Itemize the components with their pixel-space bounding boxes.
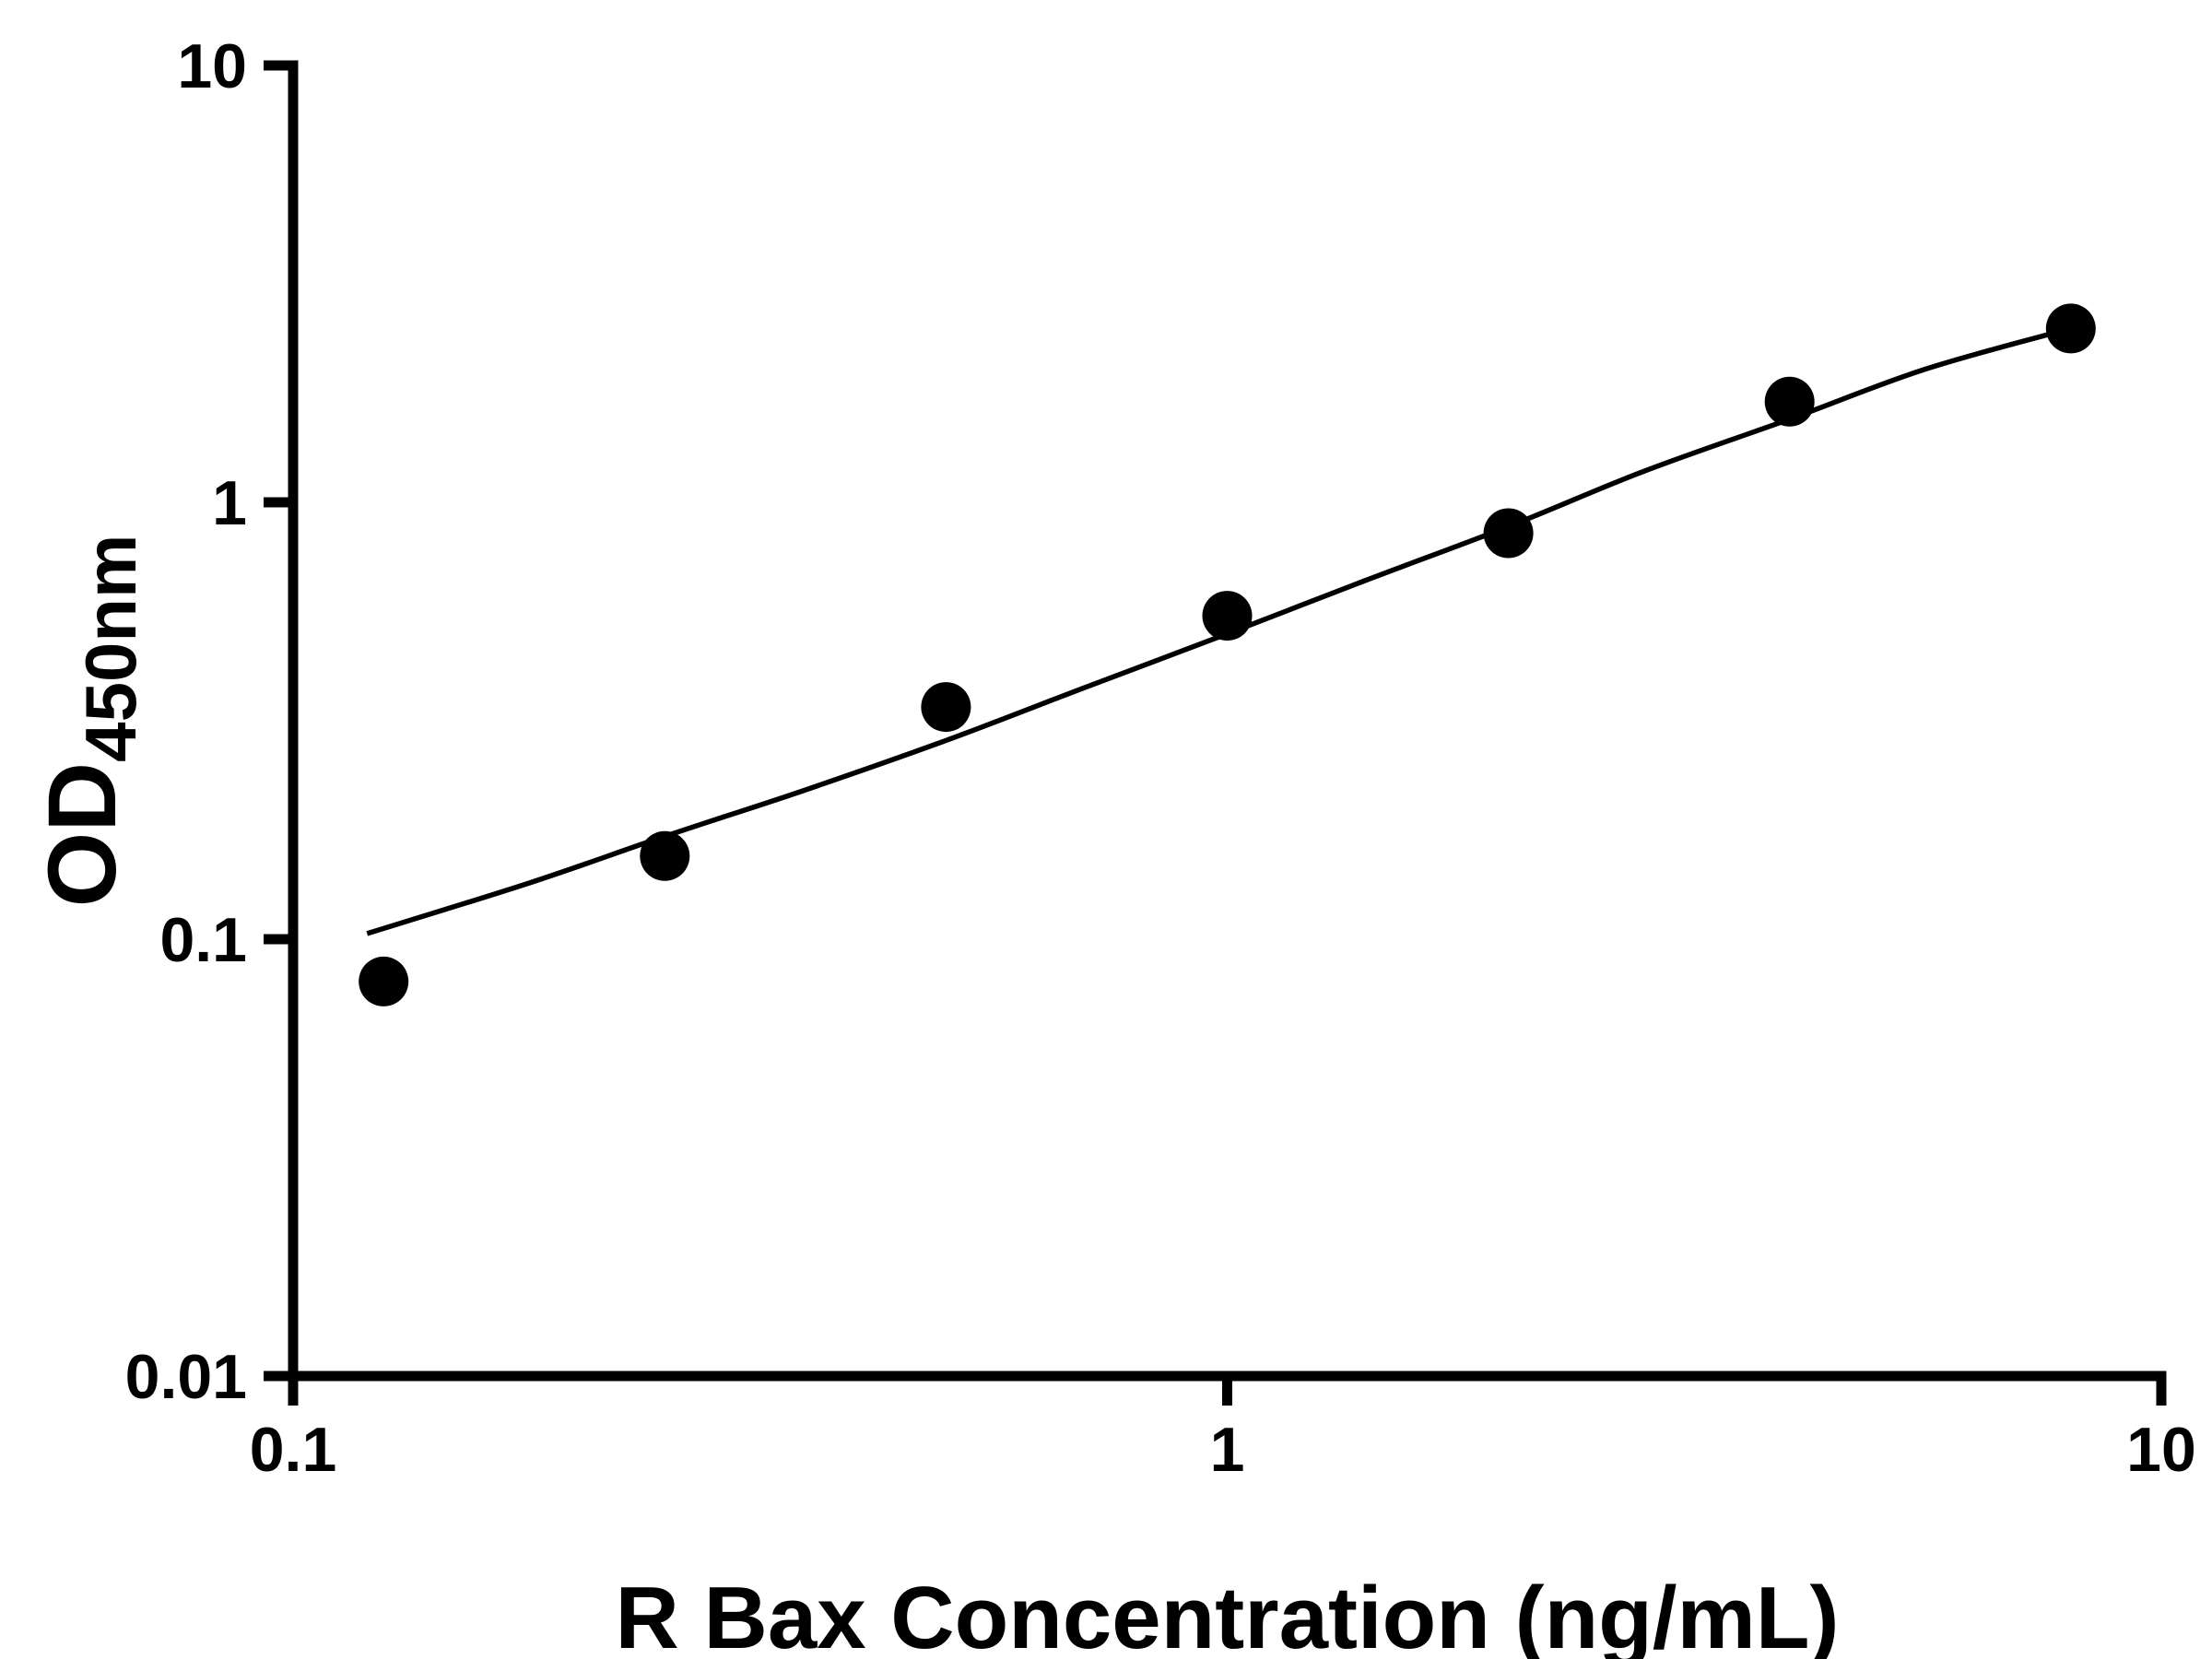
data-point (1202, 591, 1253, 641)
data-point (1764, 376, 1815, 427)
data-point (640, 830, 690, 881)
y-tick-label: 10 (177, 31, 247, 101)
y-tick-label: 0.1 (159, 905, 247, 975)
axis-spines (288, 60, 2167, 1382)
y-axis-label-main: OD (29, 762, 136, 908)
data-point (1483, 508, 1534, 559)
data-point (921, 682, 971, 733)
y-tick-label: 1 (212, 468, 247, 538)
x-tick-label: 10 (2126, 1415, 2196, 1485)
label-layer: R Bax Concentration (ng/mL) OD450nm (29, 535, 1840, 1659)
y-tick-label: 0.01 (125, 1342, 247, 1412)
y-axis-label-subscript: 450nm (70, 535, 151, 762)
x-tick-label: 0.1 (250, 1415, 337, 1485)
x-tick-label: 1 (1210, 1415, 1245, 1485)
data-point (359, 956, 409, 1006)
data-point (2045, 303, 2096, 354)
y-axis-label: OD450nm (29, 535, 151, 908)
x-axis-label: R Bax Concentration (ng/mL) (615, 1569, 1839, 1659)
plot-layer (359, 303, 2096, 1006)
